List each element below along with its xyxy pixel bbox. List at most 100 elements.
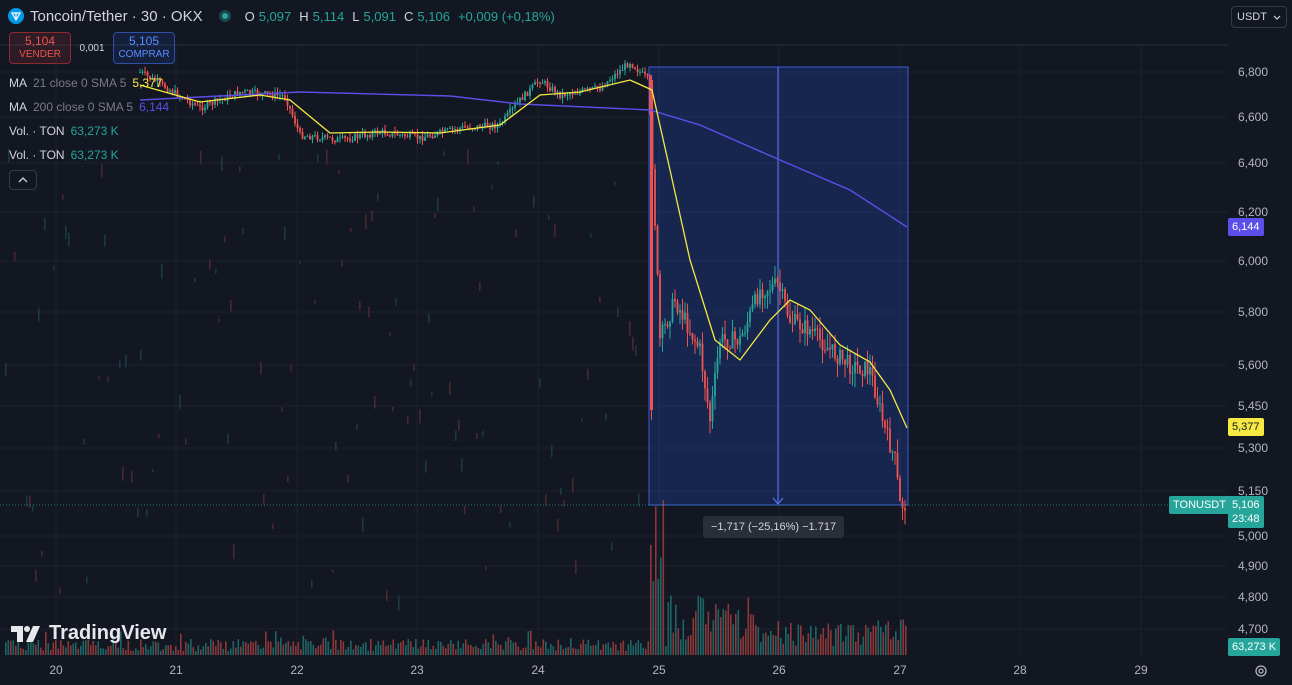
volume-ghost-bar (200, 150, 202, 164)
volume-bar (70, 645, 72, 655)
volume-bar (420, 646, 422, 655)
volume-bar (407, 639, 410, 655)
symbol-title[interactable]: Toncoin/Tether · 30 · OKX (30, 7, 203, 25)
candle-body (521, 97, 524, 101)
volume-bar (182, 650, 185, 655)
volume-ghost-bar (461, 458, 463, 472)
candle-body (186, 98, 189, 100)
volume-ghost-bar (629, 321, 631, 337)
indicator-ma200[interactable]: MA 200 close 0 SMA 5 6,144 (9, 98, 169, 116)
candle-body (381, 129, 384, 133)
buy-button[interactable]: 5,105 COMPRAR (113, 32, 175, 64)
volume-bar (455, 649, 457, 655)
volume-ghost-bar (464, 506, 466, 515)
indicator-volume-2[interactable]: Vol. · TON 63,273 K (9, 146, 119, 164)
indicator-value: 63,273 K (70, 148, 119, 162)
volume-ghost-bar (533, 195, 535, 208)
indicator-volume-1[interactable]: Vol. · TON 63,273 K (9, 122, 119, 140)
candle-body (369, 135, 371, 138)
volume-bar (765, 632, 767, 655)
volume-bar (477, 648, 480, 655)
candle-body (431, 136, 434, 139)
tradingview-logo[interactable]: TradingView (11, 622, 166, 645)
volume-bar (142, 647, 145, 655)
volume-ghost-bar (356, 424, 358, 430)
volume-bar (562, 649, 565, 655)
volume-bar (260, 648, 262, 655)
volume-bar (785, 626, 787, 655)
candle-body (329, 136, 331, 138)
volume-bar (75, 642, 77, 655)
volume-bar (690, 635, 692, 655)
candle-body (884, 420, 886, 428)
volume-bar (225, 641, 227, 655)
volume-bar (320, 644, 322, 655)
volume-bar (667, 602, 670, 655)
candle-body (816, 328, 819, 330)
collapse-legend-button[interactable] (9, 170, 37, 190)
candle-body (386, 134, 389, 136)
volume-bar (422, 639, 425, 655)
candle-body (414, 133, 416, 135)
candle-body (486, 122, 489, 128)
candle-body (201, 106, 204, 111)
volume-bar (872, 625, 875, 655)
volume-bar (905, 625, 907, 655)
candle-body (554, 87, 556, 94)
candle-body (679, 310, 681, 313)
candle-body (389, 135, 391, 137)
volume-bar (662, 500, 665, 655)
time-axis: 20 21 22 23 24 25 26 27 28 29 (49, 663, 1148, 677)
candle-body (584, 88, 586, 90)
volume-bar (275, 631, 277, 655)
volume-bar (362, 643, 365, 655)
candle-body (721, 334, 724, 343)
volume-ghost-bar (371, 210, 373, 222)
volume-bar (247, 643, 250, 655)
candle-body (314, 135, 316, 137)
candle-body (664, 324, 666, 326)
ohlc-change: +0,009 (+0,18%) (457, 8, 555, 24)
candle-body (469, 127, 471, 130)
volume-bar (125, 650, 127, 655)
candle-body (361, 133, 364, 135)
candle-body (446, 128, 449, 130)
indicator-value: 63,273 K (70, 124, 119, 138)
candle-body (736, 339, 739, 345)
candle-body (344, 136, 346, 138)
volume-bar (770, 630, 772, 655)
candle-body (791, 322, 794, 324)
volume-ghost-bar (425, 460, 427, 473)
volume-bar (452, 643, 455, 655)
candle-body (474, 128, 476, 130)
volume-bar (902, 619, 905, 655)
volume-bar (717, 609, 720, 655)
volume-ghost-bar (341, 260, 343, 267)
volume-bar (17, 631, 20, 655)
candle-body (364, 133, 366, 138)
ma21-line (139, 79, 908, 429)
settings-button[interactable] (1252, 662, 1270, 680)
sell-button[interactable]: 5,104 VENDER (9, 32, 71, 64)
volume-ghost-bar (458, 419, 460, 431)
time-tick-label: 29 (1134, 663, 1148, 677)
volume-bar (250, 641, 252, 655)
candle-body (241, 91, 244, 93)
indicator-value: 5,377 (132, 76, 163, 90)
candle-body (804, 320, 806, 334)
candle-body (681, 310, 684, 320)
volume-bar (542, 639, 545, 655)
candle-body (214, 98, 216, 105)
volume-bar (197, 645, 200, 655)
volume-bar (312, 644, 315, 655)
candle-body (324, 135, 326, 138)
volume-bar (830, 630, 832, 655)
candle-body (901, 501, 904, 509)
candle-body (496, 124, 499, 129)
volume-bar (100, 648, 102, 655)
indicator-ma21[interactable]: MA 21 close 0 SMA 5 5,377 (9, 74, 162, 92)
currency-dropdown[interactable]: USDT (1231, 6, 1287, 28)
candle-body (164, 83, 166, 89)
